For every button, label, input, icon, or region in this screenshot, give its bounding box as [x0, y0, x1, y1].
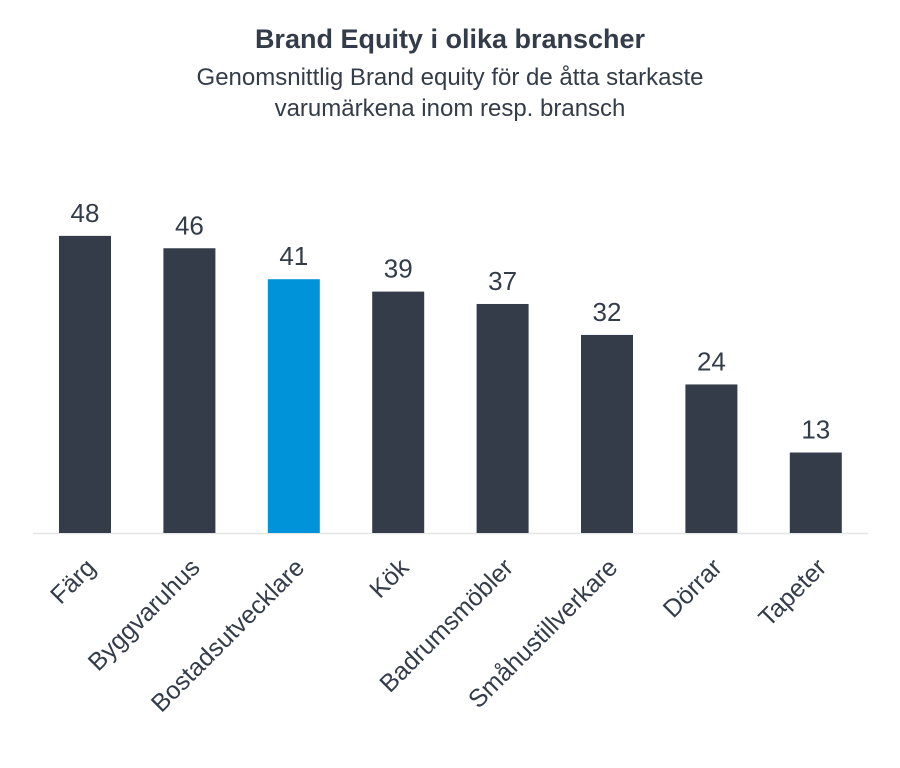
data-label: 48 — [71, 198, 100, 228]
data-label: 39 — [384, 254, 413, 284]
bar-5 — [581, 334, 633, 533]
data-label: 37 — [488, 266, 517, 296]
chart-subtitle: Genomsnittlig Brand equity för de åtta s… — [196, 64, 704, 122]
chart-title: Brand Equity i olika branscher — [254, 24, 646, 54]
bar-1 — [163, 248, 216, 533]
bar-4 — [476, 303, 529, 533]
bar-7 — [789, 452, 842, 533]
tick-label: Kök — [364, 553, 415, 604]
tick-label: Tapeter — [753, 553, 832, 632]
tick-label: Färg — [45, 553, 101, 609]
data-label: 24 — [697, 346, 726, 376]
data-label: 13 — [801, 415, 830, 445]
data-label: 32 — [593, 297, 622, 327]
bar-3 — [372, 291, 425, 533]
data-label: 41 — [279, 241, 308, 271]
bar-6 — [685, 384, 738, 533]
bar-0 — [59, 235, 111, 533]
bar-2 — [267, 279, 320, 533]
data-label: 46 — [175, 210, 204, 240]
tick-label: Dörrar — [658, 553, 728, 623]
